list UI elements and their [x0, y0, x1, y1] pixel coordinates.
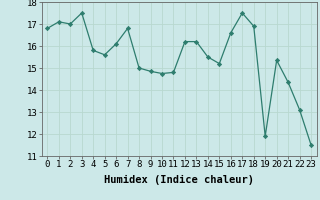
X-axis label: Humidex (Indice chaleur): Humidex (Indice chaleur) — [104, 175, 254, 185]
